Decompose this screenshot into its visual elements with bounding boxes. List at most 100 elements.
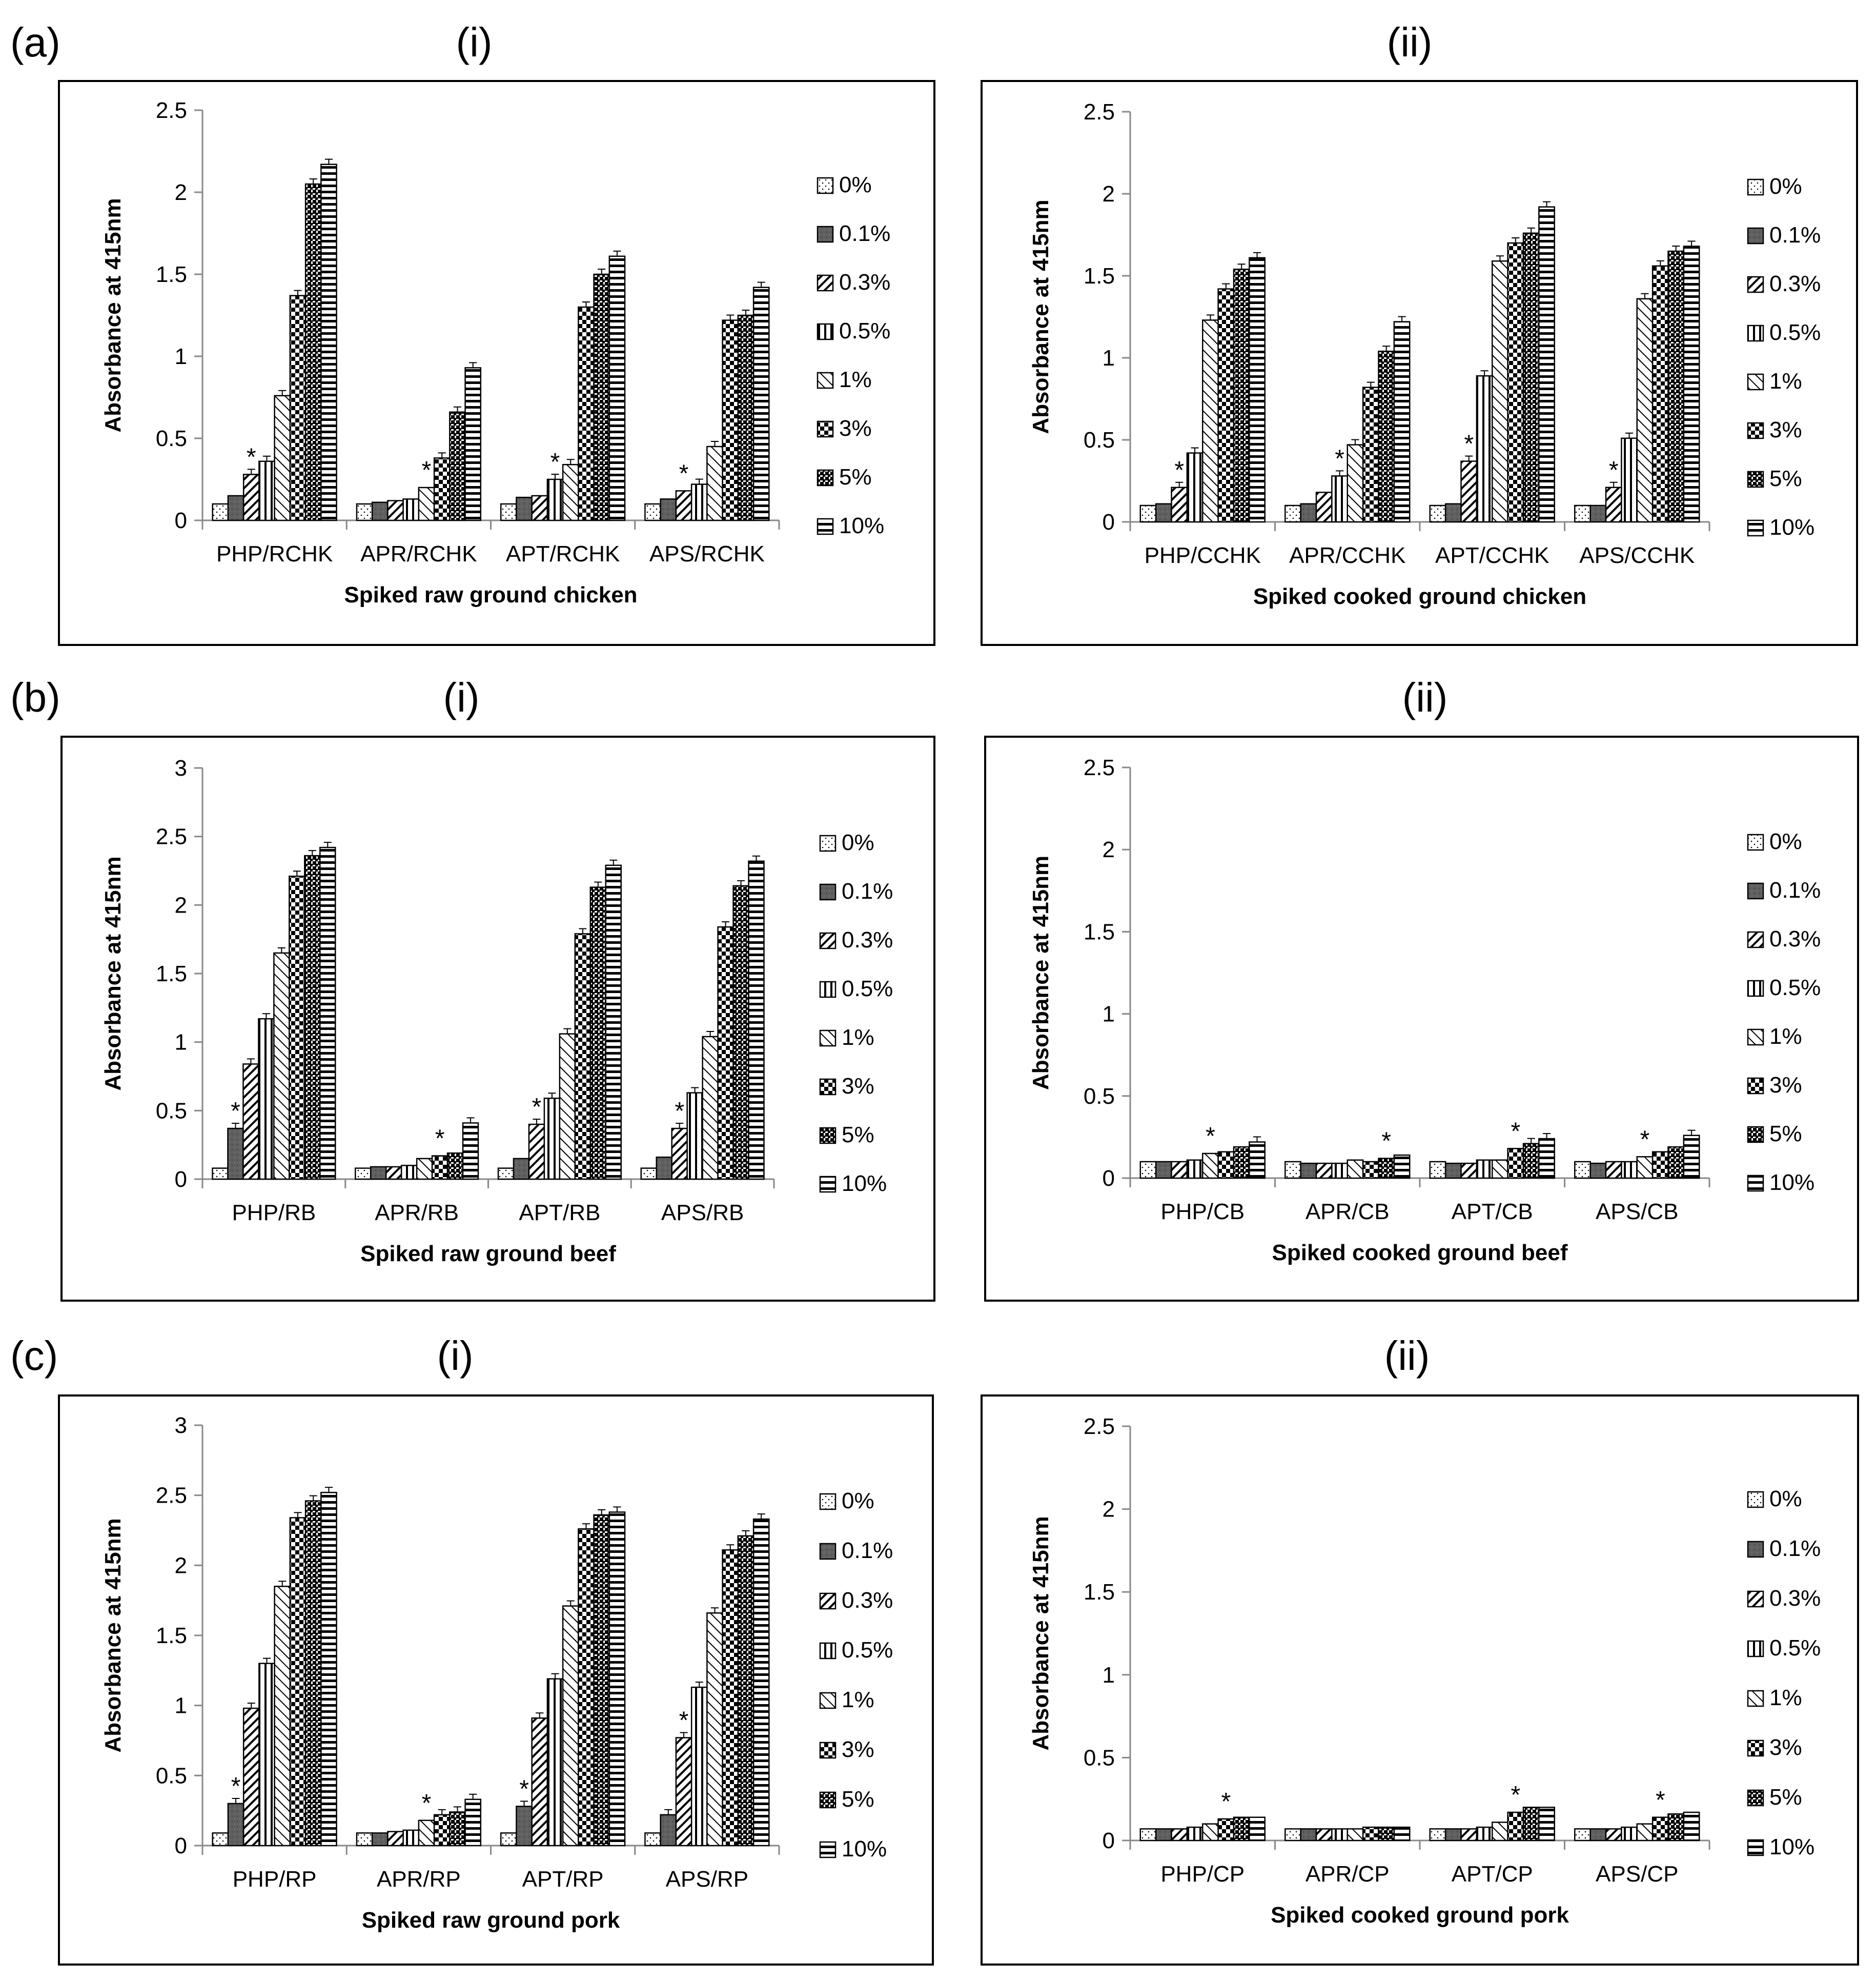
bar [559,1033,576,1180]
bar [212,1167,229,1180]
bar [1476,1826,1493,1842]
x-axis-title: Spiked cooked ground chicken [1253,584,1586,609]
legend-label: 1% [1769,369,1802,394]
bar [304,183,322,521]
legend-label: 0.3% [839,270,890,295]
legend-label: 1% [1769,1685,1802,1710]
bar [1284,504,1301,523]
bar [402,1829,420,1847]
bar [1347,444,1364,523]
bar [402,498,420,521]
y-tick-label: 2.5 [156,824,187,849]
legend-swatch [1747,227,1764,245]
bar [385,1166,402,1180]
legend-swatch [819,981,837,998]
bar [1171,487,1188,523]
bar [722,1549,739,1847]
bar [1362,387,1379,523]
bar [1202,1152,1219,1179]
bar [258,1018,275,1180]
legend-label: 1% [1769,1024,1802,1049]
legend-swatch [819,1543,837,1560]
bar [593,273,610,521]
significance-asterisk: * [422,1790,432,1817]
panel-sublabel: (i) [437,1333,473,1379]
legend-swatch [1747,1541,1764,1558]
y-axis-title: Absorbance at 415nm [1028,856,1053,1090]
legend-label: 3% [1769,1735,1802,1760]
legend-label: 1% [842,1687,874,1712]
legend-swatch [819,835,837,852]
legend-swatch [819,1493,837,1510]
legend-swatch [819,1078,837,1096]
bar [1460,460,1478,523]
legend: 0% 0.1% 0.3% 0.5% 1% 3% 5% 10% [1747,829,1821,1195]
bar [516,496,533,521]
bar [516,1806,533,1847]
legend-label: 5% [842,1787,874,1812]
bar [1636,298,1654,523]
y-tick-label: 2 [1103,837,1115,862]
bar [656,1156,672,1180]
legend-swatch [1747,1590,1764,1608]
bar [1538,1138,1555,1179]
bar [320,164,337,521]
legend-swatch [1747,178,1764,196]
y-tick-label: 1.5 [156,262,187,287]
bar [1217,1818,1235,1842]
bar [1249,1816,1266,1842]
bar [1217,288,1235,523]
legend-swatch [1747,1640,1764,1657]
x-category-label: APR/CCHK [1289,543,1405,568]
bar [355,1167,372,1180]
legend: 0% 0.1% 0.3% 0.5% 1% 3% 5% 10% [817,172,890,538]
bar [400,1165,418,1180]
bar [574,933,592,1180]
x-category-label: APT/RCHK [506,541,620,566]
bar [1589,1162,1607,1179]
bar [1460,1828,1478,1842]
legend-label: 0.5% [1769,975,1821,1000]
significance-asterisk: * [1511,1782,1520,1809]
bar [1574,504,1591,523]
legend: 0% 0.1% 0.3% 0.5% 1% 3% 5% 10% [1747,1486,1821,1859]
legend-label: 10% [842,1836,887,1861]
significance-asterisk: * [1206,1123,1215,1150]
bar [446,1152,464,1180]
bar [258,460,275,521]
legend-swatch [1747,931,1764,948]
bar [1300,1162,1317,1179]
legend-label: 0% [1769,829,1802,854]
y-tick-label: 1 [175,1693,187,1718]
bar [387,1831,404,1847]
legend-swatch [1747,519,1764,537]
bar [242,1707,260,1847]
bar [320,1491,337,1847]
bar [690,483,708,521]
legend-label: 10% [1769,1170,1814,1195]
bar [593,1514,610,1847]
bar [1139,504,1157,523]
bar [1476,1159,1493,1179]
bar [546,478,564,521]
bar [462,1122,479,1180]
panel-sublabel: (ii) [1384,1333,1430,1379]
bar [227,1803,244,1847]
legend-label: 1% [839,367,872,392]
legend-swatch [819,883,837,901]
bar [1233,1816,1250,1842]
bar [1621,1161,1638,1179]
bar [433,1814,451,1847]
chart-panel-2: (ii) 0 0.5 1 1.5 2 2.5 Absorbance at 415nm PHP/C… [981,19,1858,646]
bar [1667,1146,1685,1179]
x-category-label: APT/CCHK [1435,543,1549,568]
significance-asterisk: * [231,1773,241,1800]
bar [737,1535,755,1847]
bar [1574,1161,1591,1179]
bar [1605,1828,1622,1842]
legend-label: 0% [1769,174,1802,199]
legend-label: 0.5% [842,1637,893,1663]
legend-swatch [1747,373,1764,391]
y-tick-label: 0.5 [156,426,187,451]
legend-label: 5% [1769,1785,1802,1810]
